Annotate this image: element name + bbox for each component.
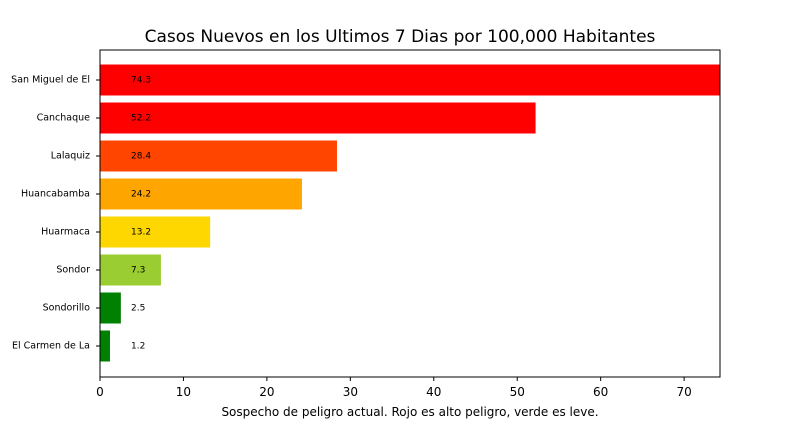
x-tick-label-6: 60 [593, 385, 608, 399]
bar-0 [100, 64, 720, 96]
data-labels-group: 74.3 52.2 28.4 24.2 13.2 7.3 2.5 1.2 [131, 76, 151, 352]
bar-7 [100, 330, 111, 362]
bar-5 [100, 254, 161, 286]
data-label-2: 28.4 [131, 152, 151, 162]
x-tick-label-1: 10 [176, 385, 191, 399]
data-label-6: 2.5 [131, 304, 145, 314]
chart-title: Casos Nuevos en los Ultimos 7 Dias por 1… [145, 27, 656, 47]
data-label-0: 74.3 [131, 76, 151, 86]
y-axis-ticks: San Miguel de El Canchaque Lalaquiz Huancab… [11, 75, 100, 352]
bar-3 [100, 178, 302, 210]
data-label-3: 24.2 [131, 190, 151, 200]
data-label-5: 7.3 [131, 266, 145, 276]
bar-6 [100, 292, 121, 324]
x-tick-label-3: 30 [343, 385, 358, 399]
y-tick-label-0: San Miguel de El [11, 75, 90, 86]
data-label-7: 1.2 [131, 342, 145, 352]
x-tick-label-0: 0 [96, 385, 104, 399]
x-axis-label: Sospecho de peligro actual. Rojo es alto… [221, 405, 598, 419]
y-tick-label-6: Sondorillo [43, 303, 91, 314]
bars-group [100, 64, 720, 362]
y-tick-label-5: Sondor [56, 265, 90, 276]
x-tick-label-5: 50 [510, 385, 525, 399]
y-tick-label-4: Huarmaca [41, 227, 90, 238]
data-label-4: 13.2 [131, 228, 151, 238]
x-tick-label-7: 70 [676, 385, 691, 399]
bar-2 [100, 140, 337, 172]
data-label-1: 52.2 [131, 114, 151, 124]
y-tick-label-7: El Carmen de La [12, 341, 90, 352]
y-tick-label-3: Huancabamba [21, 189, 90, 200]
bar-1 [100, 102, 536, 134]
bar-4 [100, 216, 211, 248]
y-tick-label-2: Lalaquiz [51, 151, 90, 162]
x-axis-ticks: 0 10 20 30 40 50 60 70 [96, 377, 692, 399]
plot-frame [99, 49, 721, 378]
x-tick-label-4: 40 [426, 385, 441, 399]
x-tick-label-2: 20 [259, 385, 274, 399]
y-tick-label-1: Canchaque [37, 113, 91, 124]
